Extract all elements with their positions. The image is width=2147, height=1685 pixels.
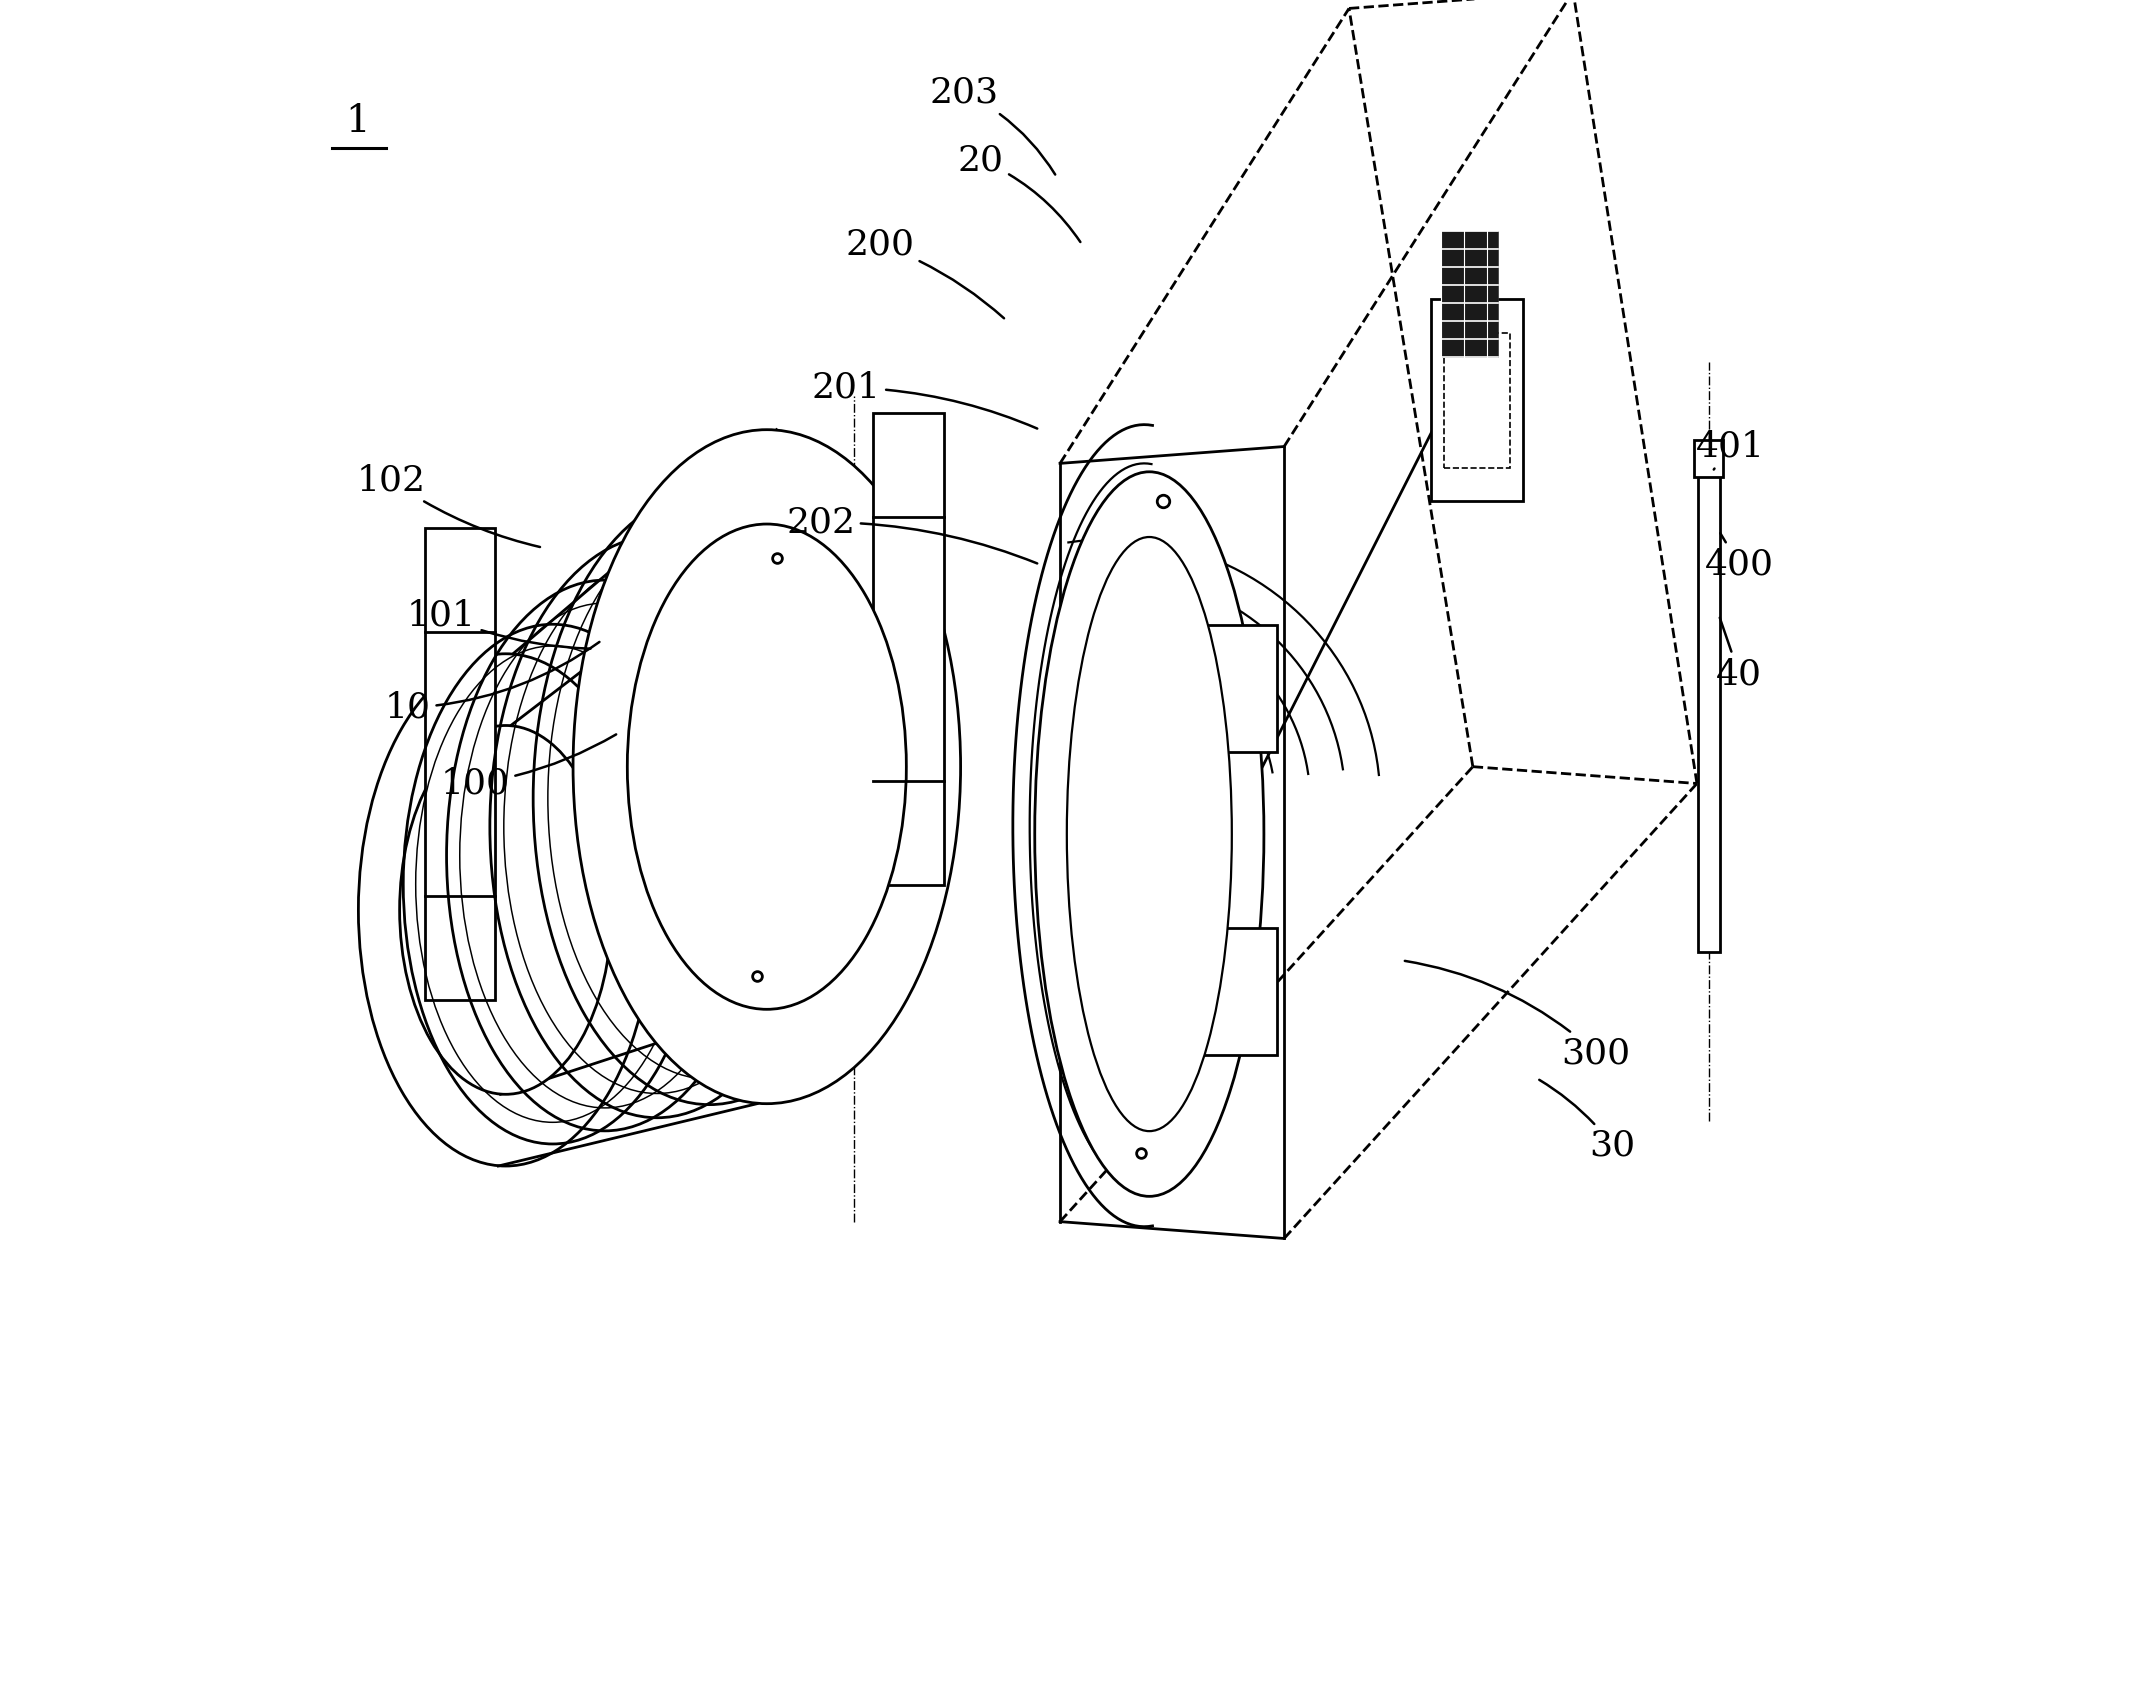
- Text: 400: 400: [1705, 532, 1773, 581]
- Ellipse shape: [399, 726, 612, 1094]
- Ellipse shape: [1035, 472, 1265, 1196]
- Bar: [1694, 440, 1724, 477]
- Bar: [425, 527, 496, 999]
- Bar: [1441, 231, 1499, 357]
- Text: 203: 203: [930, 76, 1054, 175]
- Bar: [1162, 928, 1277, 1055]
- Bar: [874, 413, 945, 885]
- Text: 1: 1: [346, 103, 369, 140]
- Text: 101: 101: [408, 598, 590, 649]
- Text: 40: 40: [1715, 618, 1763, 691]
- Bar: [1445, 334, 1509, 468]
- Text: 30: 30: [1539, 1080, 1636, 1163]
- Text: 200: 200: [846, 227, 1005, 318]
- Text: 100: 100: [440, 735, 616, 800]
- Ellipse shape: [573, 430, 960, 1104]
- Text: 300: 300: [1404, 960, 1630, 1070]
- Text: 401: 401: [1696, 430, 1765, 470]
- Text: 201: 201: [812, 371, 1037, 428]
- Text: 202: 202: [786, 506, 1037, 563]
- Ellipse shape: [359, 654, 653, 1166]
- Bar: [1162, 625, 1277, 752]
- Bar: [1430, 300, 1524, 502]
- Ellipse shape: [627, 524, 906, 1009]
- Text: 10: 10: [384, 642, 599, 725]
- Bar: [1698, 447, 1720, 952]
- Ellipse shape: [1067, 538, 1232, 1131]
- Text: 20: 20: [958, 143, 1080, 243]
- Text: 102: 102: [356, 463, 541, 548]
